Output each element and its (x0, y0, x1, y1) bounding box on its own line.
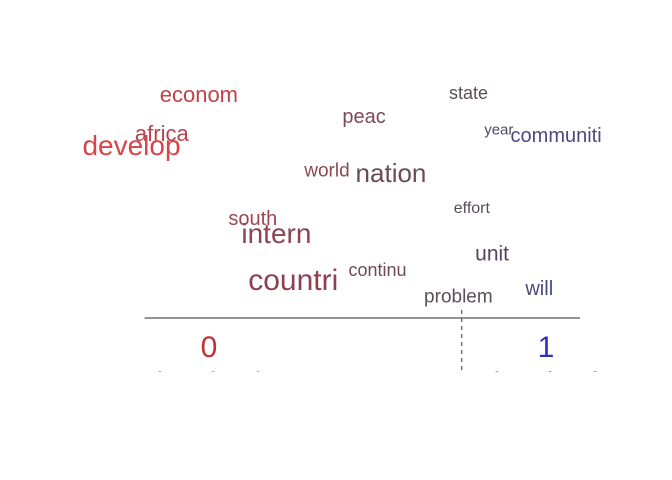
word-continu: continu (348, 259, 407, 280)
word-communiti: communiti (510, 125, 602, 148)
word-unit: unit (475, 242, 510, 266)
word-africa: africa (134, 121, 189, 147)
axis-tick-value: 1 (537, 331, 555, 364)
word-world: world (304, 160, 350, 182)
word-nation: nation (355, 158, 427, 189)
axis-tick-caption: (Topic 0) (151, 366, 266, 372)
word-year: year (484, 121, 514, 139)
word-south: south (228, 207, 278, 230)
chart-plot-area (144, 310, 580, 372)
word-countri: countri (248, 264, 339, 298)
axis-label-topic-1: 1 (Topic 1) (488, 330, 603, 372)
word-intern: intern (241, 218, 312, 250)
word-state: state (448, 83, 488, 104)
word-effort: effort (453, 199, 490, 217)
word-peac: peac (342, 105, 386, 128)
axis-tick-value: 0 (200, 331, 218, 364)
word-econom: econom (159, 82, 239, 107)
word-problem: problem (424, 286, 493, 308)
axis-label-topic-0: 0 (Topic 0) (151, 330, 266, 372)
axis-tick-caption: (Topic 1) (488, 366, 603, 372)
chart-clip-area: econom state peac year communiti africa develo… (82, 82, 604, 372)
word-will: will (525, 278, 554, 301)
word-develop: develop (82, 129, 181, 161)
